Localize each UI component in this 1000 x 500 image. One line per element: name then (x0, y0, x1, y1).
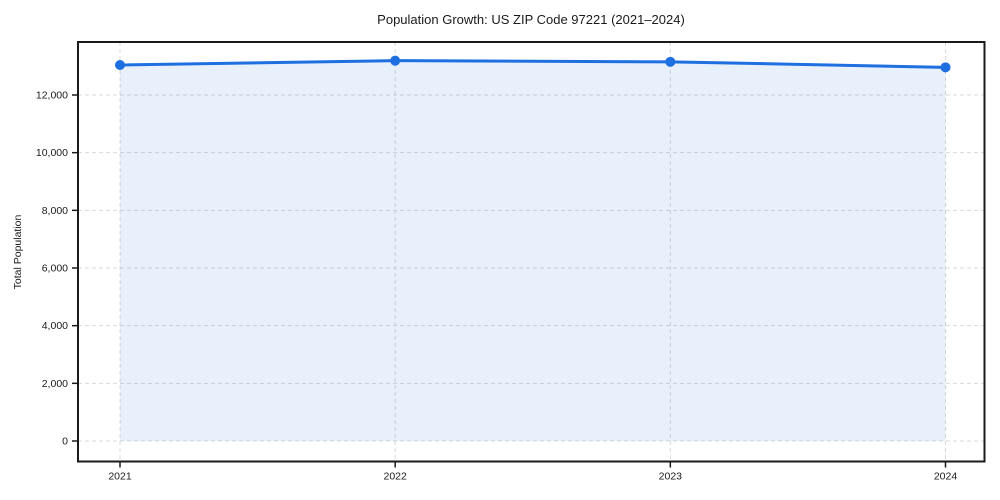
data-point (115, 60, 125, 71)
y-axis-label: Total Population (12, 214, 24, 290)
y-tick-label: 2,000 (42, 378, 68, 390)
x-tick-label: 2021 (108, 471, 132, 483)
y-tick-label: 4,000 (42, 320, 68, 332)
data-line (118, 59, 947, 69)
y-tick-label: 0 (62, 435, 68, 447)
chart-title: Population Growth: US ZIP Code 97221 (20… (377, 12, 685, 27)
data-point (390, 55, 401, 66)
area-fill (120, 60, 946, 441)
data-point (665, 56, 676, 67)
x-tick-label: 2022 (383, 471, 407, 483)
axes-frame (77, 41, 986, 463)
y-tick-label: 12,000 (36, 89, 68, 101)
y-tick-label: 6,000 (42, 262, 68, 274)
y-tick-label: 8,000 (42, 205, 68, 217)
x-tick-label: 2024 (934, 471, 958, 483)
x-tick-label: 2023 (659, 471, 683, 483)
data-point (940, 62, 951, 73)
y-tick-label: 10,000 (36, 147, 68, 159)
